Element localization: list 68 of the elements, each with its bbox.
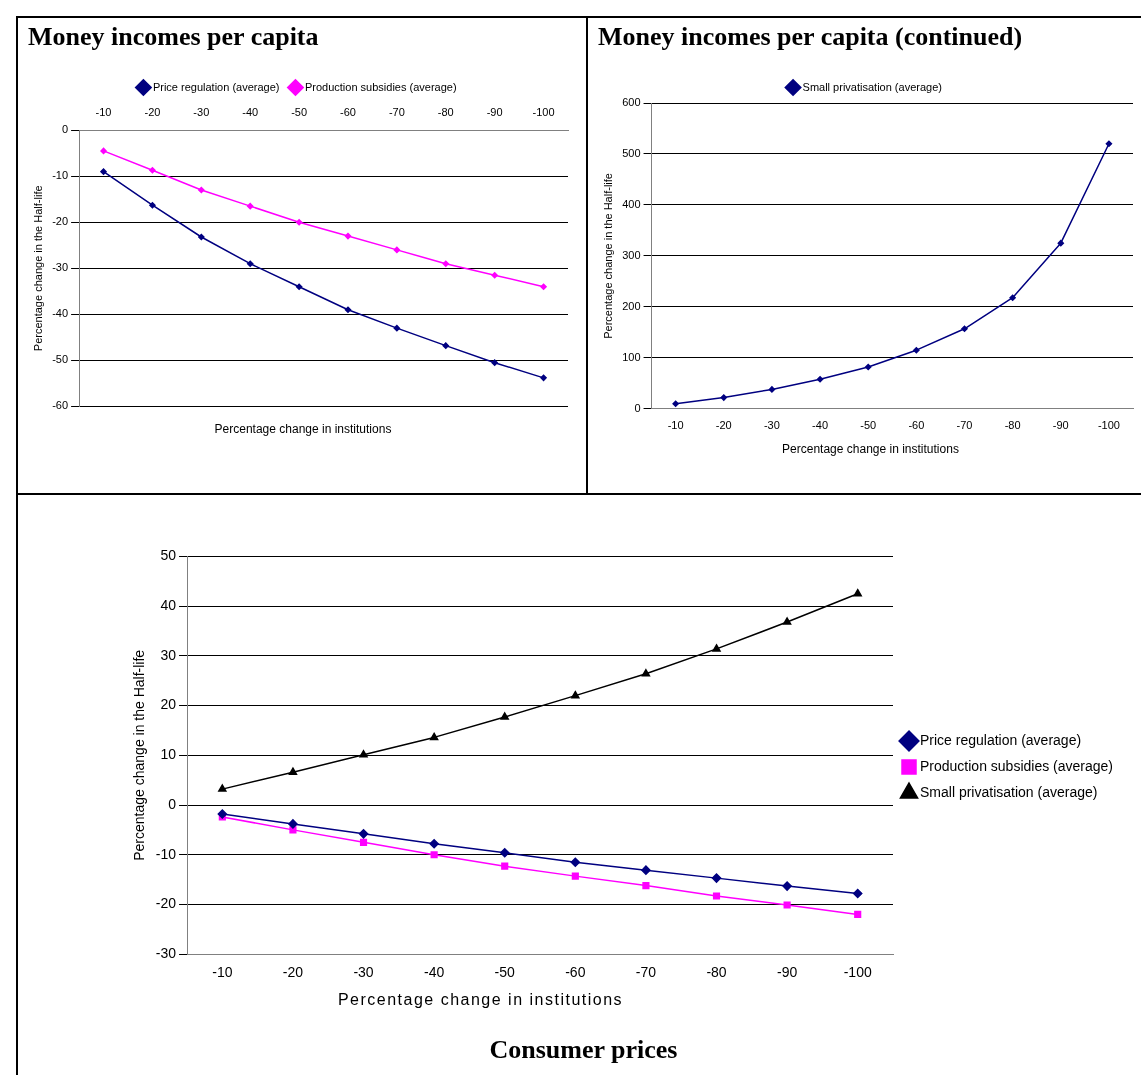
x-tick-label: -50 (860, 419, 877, 432)
x-tick-label: -30 (763, 419, 780, 432)
y-tick-label: 50 (160, 547, 177, 564)
x-tick-label: -50 (494, 964, 516, 981)
y-tick-label: -60 (52, 399, 69, 412)
x-axis-title: Percentage change in institutions (336, 991, 625, 1009)
x-tick-label: -10 (212, 964, 233, 981)
y-tick-label: -50 (52, 353, 69, 366)
y-tick-label: 10 (160, 746, 177, 763)
x-tick-label: -50 (291, 105, 308, 118)
chart-title: Money incomes per capita (28, 22, 320, 52)
y-tick-label: -10 (155, 845, 177, 862)
y-tick-label: -20 (52, 215, 69, 228)
y-tick-label: 0 (168, 795, 177, 812)
y-tick-label: 400 (622, 197, 641, 210)
x-tick-label: -10 (95, 105, 112, 118)
x-tick-label: -100 (1097, 419, 1120, 432)
legend-label: Price regulation (average) (920, 731, 1082, 748)
legend-label: Production subsidies (average) (920, 757, 1114, 774)
y-tick-label: -30 (155, 945, 177, 962)
y-tick-label: 0 (634, 401, 641, 414)
x-tick-label: -30 (353, 964, 374, 981)
x-tick-label: -30 (193, 105, 210, 118)
y-tick-label: 30 (160, 646, 177, 663)
chart-title: Money incomes per capita (continued) (598, 22, 1024, 52)
y-tick-label: 100 (622, 350, 641, 363)
x-tick-label: -40 (424, 964, 445, 981)
x-tick-label: -40 (812, 419, 829, 432)
y-tick-label: 200 (622, 299, 641, 312)
y-tick-label: -30 (52, 261, 69, 274)
x-tick-label: -10 (667, 419, 684, 432)
text: Consumer prices (488, 1035, 679, 1065)
y-axis-title: Percentage change in the Half-life (601, 173, 614, 339)
legend-label: Production subsidies (average) (304, 80, 457, 93)
x-tick-label: -60 (340, 105, 356, 118)
legend-label: Small privatisation (average) (802, 80, 942, 93)
x-tick-label: -20 (715, 419, 732, 432)
y-tick-label: 600 (622, 96, 641, 109)
x-axis-title: Percentage change in institutions (213, 422, 393, 436)
legend-label: Small privatisation (average) (920, 783, 1098, 800)
y-tick-label: 0 (61, 123, 69, 136)
y-tick-label: 300 (622, 248, 641, 261)
x-tick-label: -20 (144, 105, 161, 118)
x-tick-label: -80 (706, 964, 727, 981)
x-tick-label: -80 (1004, 419, 1021, 432)
x-tick-label: -60 (565, 964, 586, 981)
x-tick-label: -70 (635, 964, 657, 981)
x-tick-label: -70 (956, 419, 973, 432)
x-tick-label: -100 (843, 964, 872, 981)
y-tick-label: 20 (160, 696, 177, 713)
x-tick-label: -90 (1052, 419, 1069, 432)
y-tick-label: 500 (622, 147, 641, 159)
x-tick-label: -90 (486, 105, 503, 118)
y-tick-label: 40 (160, 596, 177, 613)
x-tick-label: -100 (532, 105, 555, 118)
x-axis-title: Percentage change in institutions (781, 442, 960, 456)
x-tick-label: -60 (908, 419, 925, 432)
y-axis-title: Percentage change in the Half-life (131, 649, 148, 861)
y-tick-label: -20 (155, 895, 177, 912)
x-tick-label: -90 (776, 964, 798, 981)
legend-label: Price regulation (average) (152, 80, 280, 93)
x-tick-label: -70 (388, 105, 405, 118)
y-tick-label: -40 (52, 307, 69, 320)
y-axis-title: Percentage change in the Half-life (31, 185, 44, 352)
x-tick-label: -40 (242, 105, 259, 118)
x-tick-label: -80 (437, 105, 454, 118)
y-tick-label: -10 (52, 169, 69, 182)
x-tick-label: -20 (282, 964, 304, 981)
